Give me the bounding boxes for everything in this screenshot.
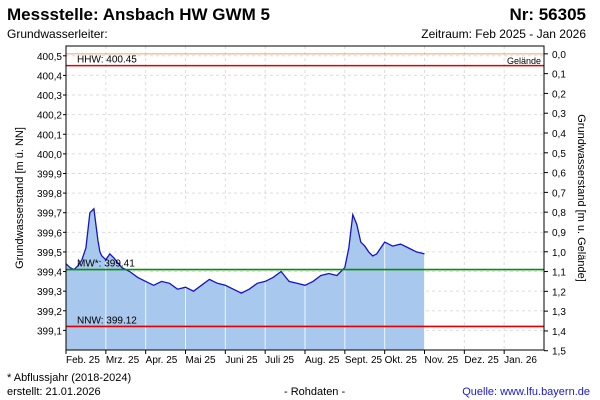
y-tick-label: 399,1 bbox=[37, 326, 62, 337]
y-tick-label: 399,5 bbox=[37, 248, 62, 259]
y-axis-label: Grundwasserstand [m ü. NN] bbox=[14, 127, 26, 269]
y2-tick-label: 0,6 bbox=[552, 169, 566, 180]
y-tick-label: 399,4 bbox=[37, 268, 62, 279]
y-tick-label: 399,9 bbox=[37, 169, 62, 180]
station-number: Nr: 56305 bbox=[509, 5, 586, 24]
y-tick-label: 400,3 bbox=[37, 91, 62, 102]
y2-axis-label: Grundwasserstand [m u. Gelände] bbox=[575, 114, 587, 282]
y2-tick-label: 0,2 bbox=[552, 89, 566, 100]
y-tick-label: 400,5 bbox=[37, 52, 62, 63]
page-title: Messstelle: Ansbach HW GWM 5 bbox=[7, 5, 270, 24]
x-tick-label: Nov. 25 bbox=[425, 355, 459, 366]
period-label: Zeitraum: Feb 2025 - Jan 2026 bbox=[421, 27, 586, 41]
nnw-label: NNW: 399.12 bbox=[77, 315, 137, 326]
y2-tick-label: 0,0 bbox=[552, 50, 566, 61]
source-link[interactable]: Quelle: www.lfu.bayern.de bbox=[462, 386, 590, 398]
y2-tick-label: 1,2 bbox=[552, 287, 566, 298]
y2-tick-label: 1,1 bbox=[552, 268, 566, 279]
y-tick-label: 400,4 bbox=[37, 71, 62, 82]
x-tick-label: Mai 25 bbox=[186, 355, 216, 366]
x-tick-label: Dez. 25 bbox=[464, 355, 499, 366]
y2-tick-label: 0,9 bbox=[552, 228, 566, 239]
y-tick-label: 400,0 bbox=[37, 150, 62, 161]
y-tick-label: 400,1 bbox=[37, 130, 62, 141]
x-tick-label: Jan. 26 bbox=[504, 355, 537, 366]
y-tick-label: 399,3 bbox=[37, 287, 62, 298]
x-tick-label: Feb. 25 bbox=[66, 355, 100, 366]
y2-tick-label: 0,1 bbox=[552, 70, 566, 81]
y-tick-label: 399,8 bbox=[37, 189, 62, 200]
created-date: erstellt: 21.01.2026 bbox=[7, 386, 101, 398]
aquifer-label: Grundwasserleiter: bbox=[7, 27, 108, 41]
raw-data-label: - Rohdaten - bbox=[284, 386, 346, 398]
x-tick-label: Juni 25 bbox=[225, 355, 258, 366]
footnote: * Abflussjahr (2018-2024) bbox=[7, 372, 132, 384]
x-tick-label: Juli 25 bbox=[265, 355, 294, 366]
y-tick-label: 399,7 bbox=[37, 209, 62, 220]
x-tick-label: Okt. 25 bbox=[385, 355, 418, 366]
y-tick-label: 400,2 bbox=[37, 111, 62, 122]
y-tick-label: 399,6 bbox=[37, 228, 62, 239]
y2-tick-label: 1,5 bbox=[552, 347, 566, 358]
y2-tick-label: 1,3 bbox=[552, 307, 566, 318]
y2-tick-label: 0,7 bbox=[552, 188, 566, 199]
y2-tick-label: 0,4 bbox=[552, 129, 566, 140]
groundwater-area bbox=[66, 208, 425, 350]
y2-tick-label: 1,4 bbox=[552, 327, 566, 338]
y-tick-label: 399,2 bbox=[37, 307, 62, 318]
gelaende-label: Gelände bbox=[507, 56, 541, 66]
y2-tick-label: 0,8 bbox=[552, 208, 566, 219]
x-tick-label: Mrz. 25 bbox=[106, 355, 140, 366]
mw-label: MW*: 399.41 bbox=[77, 259, 135, 270]
x-tick-label: Sept. 25 bbox=[345, 355, 383, 366]
hhw-label: HHW: 400.45 bbox=[77, 55, 137, 66]
groundwater-line bbox=[65, 207, 425, 294]
y2-tick-label: 1,0 bbox=[552, 248, 566, 259]
y2-tick-label: 0,5 bbox=[552, 149, 566, 160]
plot-border bbox=[65, 45, 545, 351]
x-tick-label: Apr. 25 bbox=[146, 355, 178, 366]
y2-tick-label: 0,3 bbox=[552, 109, 566, 120]
x-tick-label: Aug. 25 bbox=[305, 355, 340, 366]
